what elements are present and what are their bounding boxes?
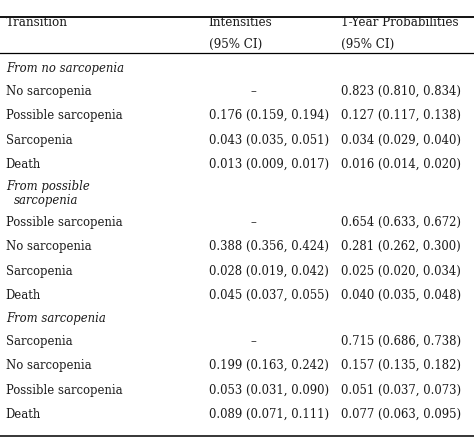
- Text: Possible sarcopenia: Possible sarcopenia: [6, 216, 122, 229]
- Text: sarcopenia: sarcopenia: [14, 194, 79, 207]
- Text: 0.715 (0.686, 0.738): 0.715 (0.686, 0.738): [341, 335, 461, 348]
- Text: 0.157 (0.135, 0.182): 0.157 (0.135, 0.182): [341, 359, 461, 372]
- Text: 0.077 (0.063, 0.095): 0.077 (0.063, 0.095): [341, 408, 461, 421]
- Text: Sarcopenia: Sarcopenia: [6, 134, 73, 147]
- Text: 1-Year Probabilities: 1-Year Probabilities: [341, 16, 459, 29]
- Text: 0.025 (0.020, 0.034): 0.025 (0.020, 0.034): [341, 265, 461, 278]
- Text: 0.045 (0.037, 0.055): 0.045 (0.037, 0.055): [209, 289, 328, 302]
- Text: 0.051 (0.037, 0.073): 0.051 (0.037, 0.073): [341, 384, 461, 396]
- Text: Possible sarcopenia: Possible sarcopenia: [6, 384, 122, 396]
- Text: 0.034 (0.029, 0.040): 0.034 (0.029, 0.040): [341, 134, 461, 147]
- Text: 0.016 (0.014, 0.020): 0.016 (0.014, 0.020): [341, 158, 461, 171]
- Text: No sarcopenia: No sarcopenia: [6, 359, 91, 372]
- Text: 0.281 (0.262, 0.300): 0.281 (0.262, 0.300): [341, 240, 461, 253]
- Text: 0.127 (0.117, 0.138): 0.127 (0.117, 0.138): [341, 109, 461, 122]
- Text: –: –: [251, 216, 256, 229]
- Text: (95% CI): (95% CI): [341, 38, 394, 52]
- Text: Death: Death: [6, 289, 41, 302]
- Text: From sarcopenia: From sarcopenia: [6, 312, 105, 325]
- Text: Sarcopenia: Sarcopenia: [6, 335, 73, 348]
- Text: Sarcopenia: Sarcopenia: [6, 265, 73, 278]
- Text: Death: Death: [6, 158, 41, 171]
- Text: Death: Death: [6, 408, 41, 421]
- Text: No sarcopenia: No sarcopenia: [6, 85, 91, 98]
- Text: 0.823 (0.810, 0.834): 0.823 (0.810, 0.834): [341, 85, 461, 98]
- Text: 0.176 (0.159, 0.194): 0.176 (0.159, 0.194): [209, 109, 328, 122]
- Text: 0.043 (0.035, 0.051): 0.043 (0.035, 0.051): [209, 134, 328, 147]
- Text: Transition: Transition: [6, 16, 68, 29]
- Text: Possible sarcopenia: Possible sarcopenia: [6, 109, 122, 122]
- Text: 0.388 (0.356, 0.424): 0.388 (0.356, 0.424): [209, 240, 328, 253]
- Text: No sarcopenia: No sarcopenia: [6, 240, 91, 253]
- Text: From possible: From possible: [6, 179, 90, 193]
- Text: 0.089 (0.071, 0.111): 0.089 (0.071, 0.111): [209, 408, 328, 421]
- Text: 0.199 (0.163, 0.242): 0.199 (0.163, 0.242): [209, 359, 328, 372]
- Text: From no sarcopenia: From no sarcopenia: [6, 62, 124, 75]
- Text: Intensities: Intensities: [209, 16, 272, 29]
- Text: 0.028 (0.019, 0.042): 0.028 (0.019, 0.042): [209, 265, 328, 278]
- Text: 0.013 (0.009, 0.017): 0.013 (0.009, 0.017): [209, 158, 328, 171]
- Text: 0.040 (0.035, 0.048): 0.040 (0.035, 0.048): [341, 289, 461, 302]
- Text: –: –: [251, 335, 256, 348]
- Text: 0.053 (0.031, 0.090): 0.053 (0.031, 0.090): [209, 384, 328, 396]
- Text: (95% CI): (95% CI): [209, 38, 262, 52]
- Text: –: –: [251, 85, 256, 98]
- Text: 0.654 (0.633, 0.672): 0.654 (0.633, 0.672): [341, 216, 461, 229]
